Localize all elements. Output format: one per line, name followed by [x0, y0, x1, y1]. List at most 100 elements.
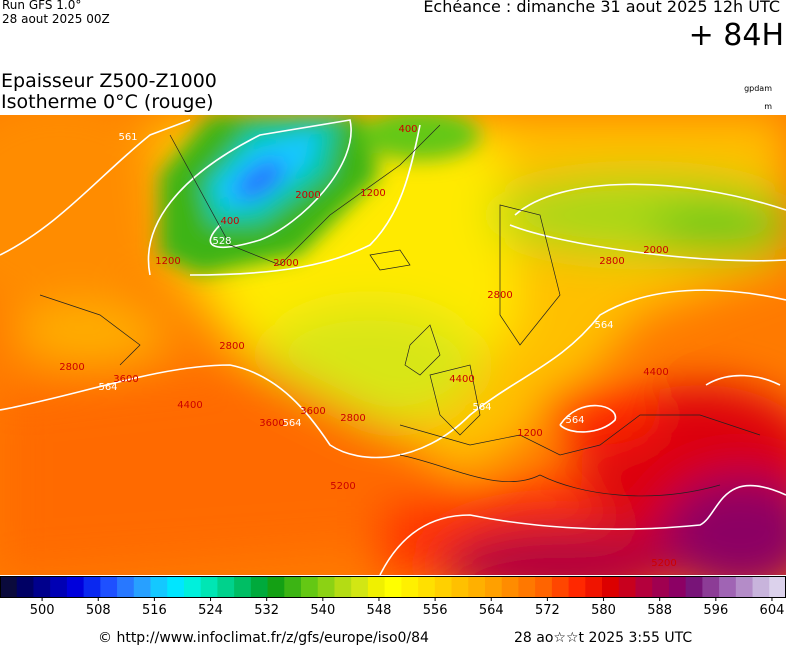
color-swatch	[384, 576, 402, 598]
contour-label: 528	[212, 236, 231, 247]
contour-label: 5200	[651, 558, 676, 569]
contour-label: 3600	[300, 406, 325, 417]
color-swatch	[267, 576, 285, 598]
map-subtitle: Isotherme 0°C (rouge)	[1, 91, 214, 113]
run-date: 28 aout 2025 00Z	[2, 12, 110, 26]
colorbar-label: 588	[647, 603, 672, 618]
color-swatch	[367, 576, 386, 598]
color-swatch	[668, 576, 687, 598]
contour-label: 564	[98, 382, 117, 393]
color-swatch	[535, 576, 553, 598]
color-swatch	[769, 576, 786, 598]
contour-label: 4400	[177, 400, 202, 411]
contour-label: 564	[472, 402, 491, 413]
colorbar-label: 564	[479, 603, 504, 618]
contour-label: 4400	[449, 374, 474, 385]
color-swatch	[602, 576, 620, 598]
color-swatch	[618, 576, 636, 598]
colorbar-label: 532	[254, 603, 279, 618]
color-swatch	[133, 576, 152, 598]
color-swatch	[585, 576, 603, 598]
colorbar-label: 516	[142, 603, 167, 618]
color-swatch	[117, 576, 135, 598]
color-swatch	[284, 576, 302, 598]
color-swatch	[434, 576, 453, 598]
thickness-field	[0, 115, 786, 575]
colorbar-label: 556	[423, 603, 448, 618]
color-swatch	[735, 576, 754, 598]
color-swatch	[501, 576, 519, 598]
color-swatch	[334, 576, 352, 598]
color-swatch	[301, 576, 319, 598]
map-title: Epaisseur Z500-Z1000	[1, 70, 217, 92]
color-swatch	[752, 576, 770, 598]
contour-label: 1200	[155, 256, 180, 267]
color-swatch	[451, 576, 469, 598]
color-swatch	[468, 576, 486, 598]
color-swatch	[167, 576, 185, 598]
color-swatch	[518, 576, 536, 598]
contour-label: 4400	[643, 367, 668, 378]
color-swatch	[183, 576, 202, 598]
color-swatch	[719, 576, 737, 598]
color-swatch	[16, 576, 34, 598]
source-credit: © http://www.infoclimat.fr/z/gfs/europe/…	[98, 630, 429, 646]
contour-label: 1200	[360, 188, 385, 199]
contour-label: 2800	[59, 362, 84, 373]
contour-label: 564	[282, 418, 301, 429]
contour-label: 2800	[599, 256, 624, 267]
color-swatch	[83, 576, 101, 598]
colorbar-label: 548	[367, 603, 392, 618]
colorbar-label: 596	[703, 603, 728, 618]
color-swatch	[317, 576, 335, 598]
color-swatch	[685, 576, 703, 598]
contour-label: 2800	[487, 290, 512, 301]
contour-label: 2000	[295, 190, 320, 201]
colorbar-label: 508	[86, 603, 111, 618]
color-swatch	[635, 576, 653, 598]
contour-label: 400	[398, 124, 417, 135]
color-swatch	[418, 576, 436, 598]
color-swatch	[66, 576, 85, 598]
contour-label: 2000	[273, 258, 298, 269]
contour-label: 2800	[340, 413, 365, 424]
contour-label: 2000	[643, 245, 668, 256]
unit-label: m	[764, 102, 772, 111]
contour-label: 564	[565, 415, 584, 426]
color-swatch	[702, 576, 720, 598]
contour-label: 1200	[517, 428, 542, 439]
color-swatch	[551, 576, 570, 598]
colorbar-label: 580	[591, 603, 616, 618]
color-swatch	[484, 576, 503, 598]
lead-time: + 84H	[688, 18, 784, 53]
run-label: Run GFS 1.0°	[2, 0, 82, 12]
color-swatch	[568, 576, 586, 598]
contour-label: 400	[220, 216, 239, 227]
contour-label: 561	[118, 132, 137, 143]
color-swatch	[50, 576, 68, 598]
colorbar: 500 508 516 524 532 540 548 556 564 572 580 588 596 6…	[0, 576, 786, 618]
contour-label: 2800	[219, 341, 244, 352]
thickness-contours	[0, 119, 786, 575]
color-swatch	[217, 576, 235, 598]
color-swatch	[0, 576, 18, 598]
unit-label: gpdam	[744, 84, 772, 93]
color-swatch	[33, 576, 51, 598]
colorbar-label: 500	[30, 603, 55, 618]
colorbar-label: 604	[760, 603, 785, 618]
color-swatch	[401, 576, 419, 598]
color-swatch	[100, 576, 118, 598]
color-swatch	[250, 576, 269, 598]
colorbar-label: 572	[535, 603, 560, 618]
contour-label: 5200	[330, 481, 355, 492]
color-swatch	[351, 576, 369, 598]
colorbar-label: 524	[198, 603, 223, 618]
coastlines	[39, 124, 761, 497]
contour-label: 3600	[113, 374, 138, 385]
color-swatch	[652, 576, 670, 598]
contour-label: 564	[594, 320, 613, 331]
generation-time: 28 ao☆☆t 2025 3:55 UTC	[514, 630, 693, 646]
contour-label: 3600	[259, 418, 284, 429]
